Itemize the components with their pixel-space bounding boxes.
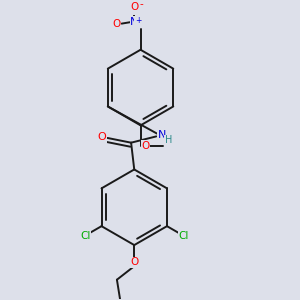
Text: N: N (130, 17, 138, 27)
Text: O: O (98, 132, 106, 142)
Text: O: O (130, 257, 138, 267)
Text: O: O (141, 141, 149, 151)
Text: Cl: Cl (178, 231, 188, 241)
Text: O: O (112, 19, 120, 28)
Text: N: N (158, 130, 166, 140)
Text: +: + (135, 16, 141, 25)
Text: H: H (165, 135, 172, 145)
Text: -: - (139, 0, 143, 9)
Text: O: O (130, 2, 138, 12)
Text: Cl: Cl (80, 231, 90, 241)
